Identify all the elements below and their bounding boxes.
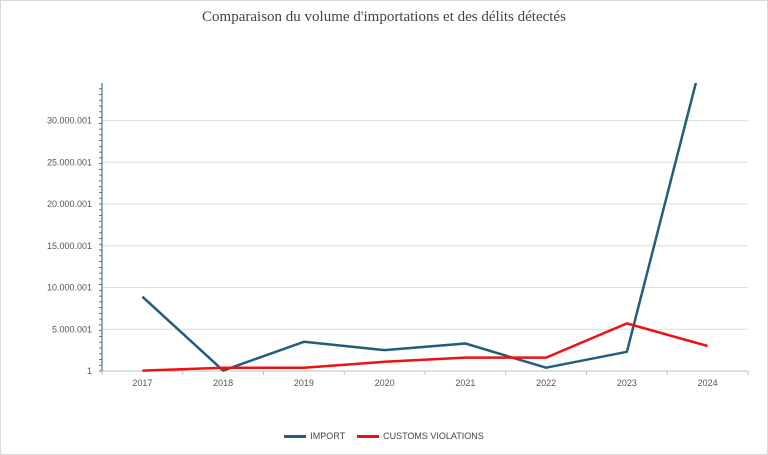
y-tick-label: 15.000.001: [47, 241, 92, 251]
y-tick-label: 30.000.001: [47, 116, 92, 126]
x-tick-label: 2023: [617, 378, 637, 388]
legend-item-customs-violations[interactable]: CUSTOMS VIOLATIONS: [357, 431, 484, 441]
y-tick-label: 10.000.001: [47, 283, 92, 293]
chart-legend: IMPORT CUSTOMS VIOLATIONS: [0, 431, 768, 441]
x-tick-label: 2017: [132, 378, 152, 388]
y-tick-label: 5.000.001: [52, 324, 92, 334]
legend-swatch-customs-violations: [357, 434, 380, 438]
x-tick-label: 2019: [294, 378, 314, 388]
series-line-import: [141, 83, 698, 372]
x-tick-label: 2024: [698, 378, 718, 388]
legend-item-import[interactable]: IMPORT: [284, 431, 345, 441]
x-tick-label: 2021: [455, 378, 475, 388]
y-tick-label: 25.000.001: [47, 157, 92, 167]
x-tick-label: 2022: [536, 378, 556, 388]
series-line-customs-violations: [142, 322, 708, 372]
x-tick-label: 2018: [213, 378, 233, 388]
y-tick-label: 1: [87, 366, 92, 376]
chart-title: Comparaison du volume d'importations et …: [202, 9, 566, 25]
legend-label-import: IMPORT: [310, 431, 346, 441]
x-tick-label: 2020: [375, 378, 395, 388]
legend-label-customs-violations: CUSTOMS VIOLATIONS: [383, 431, 484, 441]
y-tick-label: 20.000.001: [47, 199, 92, 209]
legend-swatch-import: [284, 434, 307, 438]
